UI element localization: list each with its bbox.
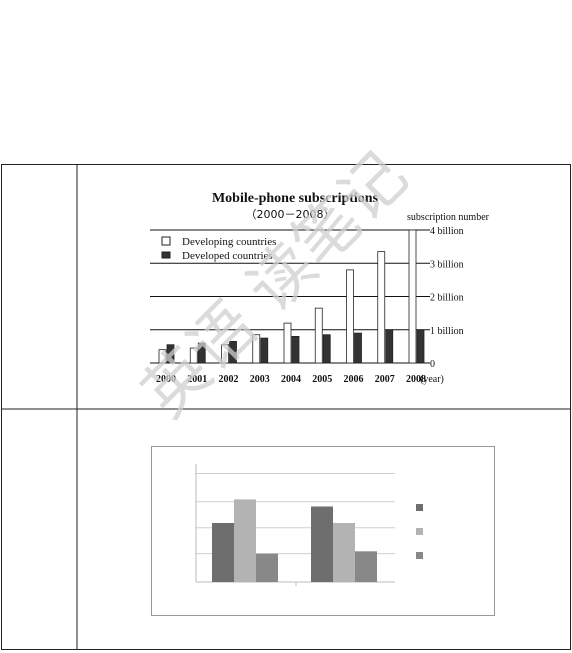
bar-developed: [322, 334, 331, 364]
bar-series-3: [256, 553, 278, 582]
bars: [158, 229, 425, 364]
bar-developing: [158, 349, 167, 364]
bar-series-2: [333, 523, 355, 582]
bar-developing: [377, 251, 386, 364]
x-tick-label: 2006: [344, 374, 364, 385]
legend-swatch-series-3: [416, 552, 423, 559]
x-tick-label: 2000: [156, 374, 176, 385]
blank-clustered-bar-chart: [151, 446, 495, 616]
y-tick-label: 3 billion: [430, 259, 464, 270]
legend-label-developing: Developing countries: [182, 236, 276, 248]
bar-developing: [221, 344, 229, 364]
x-tick-label: 2003: [250, 374, 270, 385]
bar-developed: [260, 337, 269, 364]
layout-table: [1, 164, 571, 650]
legend: [416, 504, 423, 559]
legend-label-developed: Developed countries: [182, 250, 273, 262]
bars: [212, 499, 377, 582]
bar-developing: [408, 229, 417, 364]
legend-swatch-developed: [161, 251, 171, 259]
chart-title: Mobile-phone subscriptions: [212, 191, 379, 206]
bar-developing: [189, 347, 198, 364]
y-tick-label: 2 billion: [430, 293, 464, 304]
x-tick-labels: 2000 2001 2002 2003 2004 2005 2006 2007 2008(yea…: [156, 374, 444, 385]
legend-swatch-series-1: [416, 504, 423, 511]
bar-developing: [252, 334, 261, 364]
bar-developed: [416, 329, 425, 364]
bar-developed: [166, 344, 175, 364]
bar-developed: [291, 335, 300, 364]
chart-subtitle: （2000－2008）: [246, 208, 335, 221]
mobile-subscriptions-chart: Mobile-phone subscriptions （2000－2008） s…: [150, 191, 490, 385]
bar-developed: [354, 332, 362, 364]
legend-swatch-series-2: [416, 528, 423, 535]
bar-developing: [283, 322, 292, 364]
bar-series-2: [234, 499, 256, 582]
x-tick-label: 2004: [281, 374, 301, 385]
bar-developed: [197, 342, 206, 364]
x-tick-label: 2005: [312, 374, 332, 385]
bar-developing: [314, 307, 323, 364]
x-tick-label: 2001: [187, 374, 207, 385]
bar-series-1: [212, 523, 234, 582]
bar-developed: [229, 340, 237, 364]
x-tick-label: 2002: [219, 374, 239, 385]
bar-developed: [385, 329, 394, 364]
legend: Developing countries Developed countries: [161, 236, 276, 262]
legend-swatch-developing: [161, 236, 171, 246]
y-tick-label: 1 billion: [430, 326, 464, 337]
bar-series-3: [355, 551, 377, 582]
bar-developing: [346, 269, 354, 364]
y-tick-label: 4 billion: [430, 226, 464, 237]
x-tick-label: 2007: [375, 374, 395, 385]
y-axis-label: subscription number: [407, 212, 490, 223]
y-tick-labels: 0 1 billion 2 billion 3 billion 4 billion: [430, 226, 464, 370]
x-tick-label: 2008: [406, 374, 426, 385]
x-axis-unit: (year): [420, 374, 444, 385]
y-tick-label: 0: [430, 359, 435, 370]
bar-series-1: [311, 506, 333, 582]
table-outer-border: [1, 164, 571, 650]
